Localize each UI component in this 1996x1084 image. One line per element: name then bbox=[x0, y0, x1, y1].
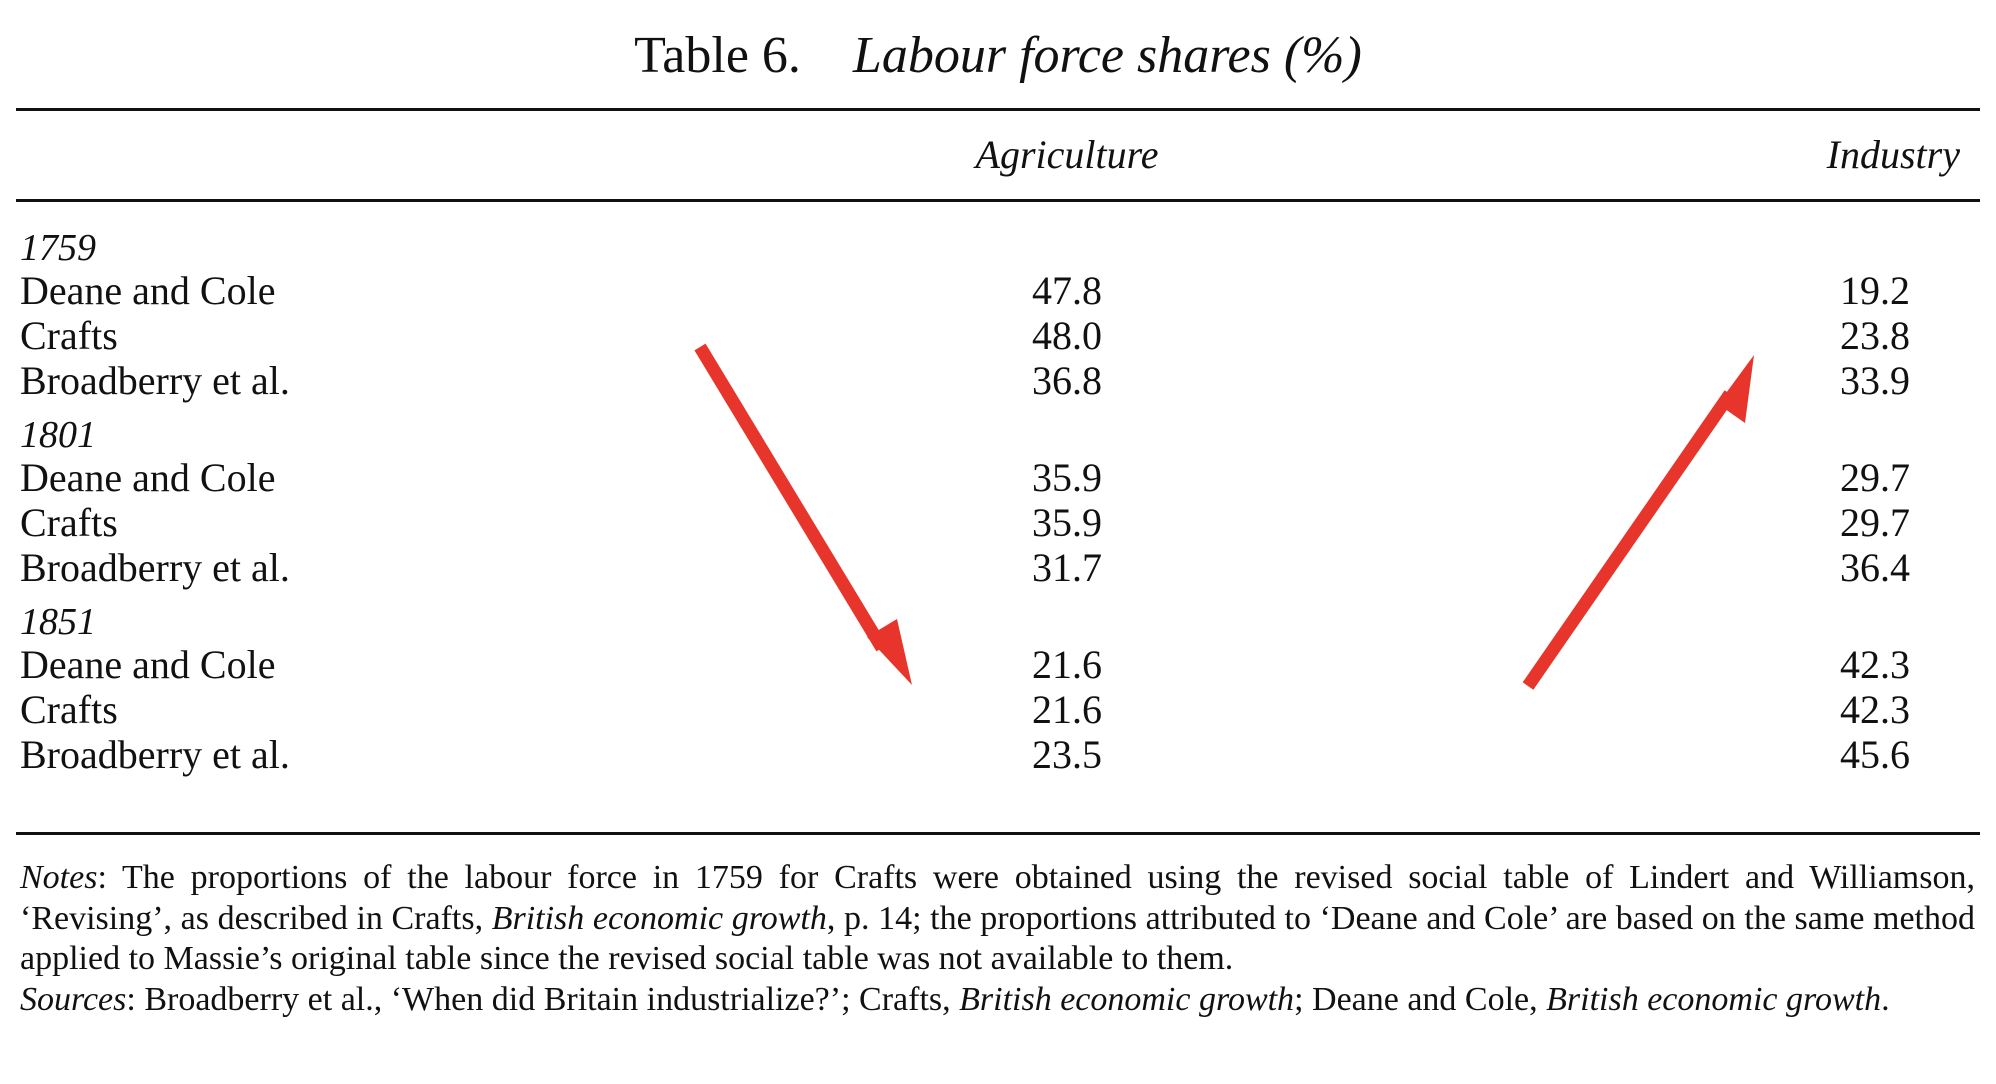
table-row: Crafts 35.9 29.7 bbox=[0, 500, 1996, 545]
sources-book-title-crafts: British economic growth bbox=[959, 980, 1295, 1018]
top-rule bbox=[16, 108, 1980, 111]
notes-paragraph: Notes: The proportions of the labour for… bbox=[20, 858, 1975, 980]
row-label: Crafts bbox=[20, 313, 118, 358]
agriculture-value: 47.8 bbox=[1032, 268, 1102, 313]
table-notes: Notes: The proportions of the labour for… bbox=[20, 858, 1975, 1020]
sources-book-title-deane-cole: British economic growth bbox=[1546, 980, 1882, 1018]
industry-value: 29.7 bbox=[1840, 500, 1910, 545]
sources-label: Sources bbox=[20, 980, 127, 1018]
notes-label: Notes bbox=[20, 859, 98, 896]
table-row: Crafts 48.0 23.8 bbox=[0, 313, 1996, 358]
row-label: Deane and Cole bbox=[20, 642, 276, 687]
notes-book-title: British economic growth bbox=[491, 899, 827, 937]
industry-value: 33.9 bbox=[1840, 358, 1910, 403]
table-row: Deane and Cole 47.8 19.2 bbox=[0, 268, 1996, 313]
industry-value: 23.8 bbox=[1840, 313, 1910, 358]
sources-text-end: . bbox=[1881, 980, 1890, 1018]
agriculture-value: 35.9 bbox=[1032, 500, 1102, 545]
year-group-1801: 1801 Deane and Cole 35.9 29.7 Crafts 35.… bbox=[0, 413, 1996, 590]
bottom-rule bbox=[16, 832, 1980, 835]
table-row: Deane and Cole 21.6 42.3 bbox=[0, 642, 1996, 687]
table-row: Crafts 21.6 42.3 bbox=[0, 687, 1996, 732]
sources-paragraph: Sources: Broadberry et al., ‘When did Br… bbox=[20, 980, 1975, 1021]
agriculture-value: 21.6 bbox=[1032, 687, 1102, 732]
sources-text-continued: ; Deane and Cole, bbox=[1294, 980, 1547, 1018]
notes-text: : The proportions of the labour force in… bbox=[20, 859, 1975, 937]
agriculture-value: 31.7 bbox=[1032, 545, 1102, 590]
year-heading: 1801 bbox=[20, 414, 96, 456]
row-label: Crafts bbox=[20, 687, 118, 732]
table-body: 1759 Deane and Cole 47.8 19.2 Crafts 48.… bbox=[0, 226, 1996, 787]
table-row: Broadberry et al. 23.5 45.6 bbox=[0, 732, 1996, 777]
industry-value: 42.3 bbox=[1840, 687, 1910, 732]
industry-value: 29.7 bbox=[1840, 455, 1910, 500]
table-row: Broadberry et al. 31.7 36.4 bbox=[0, 545, 1996, 590]
row-label: Deane and Cole bbox=[20, 455, 276, 500]
row-label: Crafts bbox=[20, 500, 118, 545]
industry-value: 45.6 bbox=[1840, 732, 1910, 777]
sources-text: : Broadberry et al., ‘When did Britain i… bbox=[126, 980, 960, 1018]
notes-text-continued: , p. 14; the proportions attributed to ‘… bbox=[20, 899, 1975, 978]
row-label: Broadberry et al. bbox=[20, 358, 290, 403]
row-label: Broadberry et al. bbox=[20, 732, 290, 777]
table-row: Broadberry et al. 36.8 33.9 bbox=[0, 358, 1996, 403]
table-caption: Table 6. Labour force shares (%) bbox=[0, 26, 1996, 86]
year-group-1851: 1851 Deane and Cole 21.6 42.3 Crafts 21.… bbox=[0, 600, 1996, 777]
year-group-1759: 1759 Deane and Cole 47.8 19.2 Crafts 48.… bbox=[0, 226, 1996, 403]
agriculture-value: 23.5 bbox=[1032, 732, 1102, 777]
table-row: Deane and Cole 35.9 29.7 bbox=[0, 455, 1996, 500]
industry-value: 36.4 bbox=[1840, 545, 1910, 590]
agriculture-value: 36.8 bbox=[1032, 358, 1102, 403]
industry-value: 19.2 bbox=[1840, 268, 1910, 313]
agriculture-value: 48.0 bbox=[1032, 313, 1102, 358]
year-heading: 1851 bbox=[20, 601, 96, 643]
agriculture-value: 21.6 bbox=[1032, 642, 1102, 687]
year-heading: 1759 bbox=[20, 227, 96, 269]
header-rule bbox=[16, 199, 1980, 202]
column-header-agriculture: Agriculture bbox=[975, 132, 1159, 177]
row-label: Deane and Cole bbox=[20, 268, 276, 313]
agriculture-value: 35.9 bbox=[1032, 455, 1102, 500]
table-number: Table 6. bbox=[634, 27, 801, 84]
column-header-industry: Industry bbox=[1826, 132, 1960, 177]
industry-value: 42.3 bbox=[1840, 642, 1910, 687]
table-title: Labour force shares (%) bbox=[852, 27, 1362, 84]
row-label: Broadberry et al. bbox=[20, 545, 290, 590]
